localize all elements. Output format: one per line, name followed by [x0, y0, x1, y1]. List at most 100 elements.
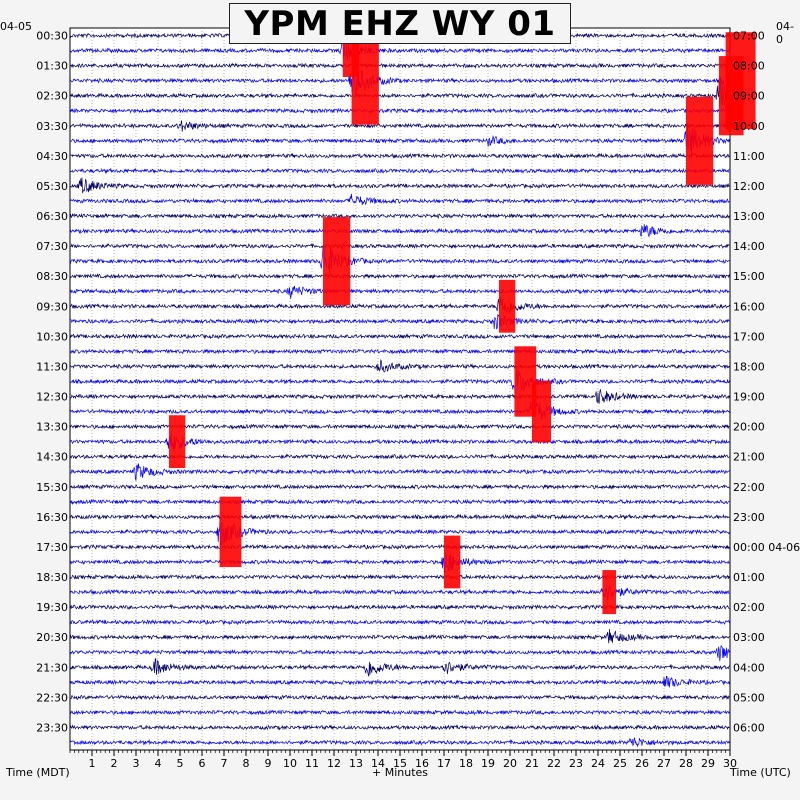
clipped-event [719, 56, 744, 136]
clipped-event [686, 96, 714, 185]
clipped-event [514, 346, 537, 417]
x-tick-label: 24 [591, 757, 605, 770]
right-time-label: 11:00 [733, 150, 765, 163]
trace-line [69, 483, 730, 490]
x-tick-label: 20 [503, 757, 517, 770]
left-time-label: 23:30 [36, 721, 68, 734]
x-tick-label: 1 [89, 757, 96, 770]
trace-line [69, 498, 730, 505]
trace-line [69, 273, 730, 280]
trace-line [69, 41, 730, 61]
trace-line [69, 212, 730, 220]
trace-line [69, 358, 730, 373]
right-axis-label: Time (UTC) [730, 766, 791, 779]
x-axis-label: + Minutes [372, 766, 429, 779]
x-tick-label: 13 [349, 757, 363, 770]
left-date-label: 04-05 [0, 20, 32, 33]
trace-line [69, 177, 730, 194]
right-time-label: 00:00 04-06 [733, 541, 800, 554]
left-time-label: 20:30 [36, 631, 68, 644]
trace-line [69, 513, 730, 520]
trace-line [69, 348, 730, 355]
trace-line [69, 64, 730, 101]
right-time-label: 01:00 [733, 571, 765, 584]
right-time-label: 15:00 [733, 270, 765, 283]
right-time-label: 10:00 [733, 120, 765, 133]
trace-line [69, 389, 730, 405]
right-time-label: 21:00 [733, 451, 765, 464]
left-time-label: 13:30 [36, 421, 68, 434]
right-time-label: 13:00 [733, 210, 765, 223]
left-time-label: 17:30 [36, 541, 68, 554]
right-time-label: 08:00 [733, 60, 765, 73]
trace-line [69, 313, 730, 330]
left-time-label: 02:30 [36, 90, 68, 103]
x-tick-label: 9 [265, 757, 272, 770]
left-time-label: 12:30 [36, 391, 68, 404]
x-tick-label: 26 [635, 757, 649, 770]
left-time-label: 06:30 [36, 210, 68, 223]
trace-line [69, 285, 730, 299]
right-time-label: 04:00 [733, 661, 765, 674]
x-tick-label: 6 [199, 757, 206, 770]
trace-line [69, 585, 730, 601]
chart-title-box: YPM EHZ WY 01 [229, 3, 571, 44]
trace-line [69, 737, 730, 748]
left-time-label: 00:30 [36, 30, 68, 43]
right-time-label: 14:00 [733, 240, 765, 253]
clipped-event [169, 415, 186, 469]
trace-line [69, 675, 730, 688]
trace-line [69, 167, 730, 175]
right-time-label: 06:00 [733, 721, 765, 734]
left-time-label: 01:30 [36, 60, 68, 73]
trace-line [70, 618, 730, 626]
clipped-event [219, 496, 242, 568]
left-time-label: 22:30 [36, 691, 68, 704]
left-time-label: 03:30 [36, 120, 68, 133]
x-tick-label: 25 [613, 757, 627, 770]
left-time-label: 04:30 [36, 150, 68, 163]
x-tick-label: 12 [327, 757, 341, 770]
right-time-label: 22:00 [733, 481, 765, 494]
right-time-label: 23:00 [733, 511, 765, 524]
trace-line [69, 573, 730, 581]
trace-line [69, 193, 730, 206]
left-time-label: 14:30 [36, 451, 68, 464]
trace-line [69, 367, 730, 396]
left-time-label: 11:30 [36, 360, 68, 373]
x-tick-label: 3 [133, 757, 140, 770]
x-tick-label: 2 [111, 757, 118, 770]
trace-line [69, 543, 730, 551]
x-tick-label: 18 [459, 757, 473, 770]
x-tick-label: 28 [679, 757, 693, 770]
right-time-label: 12:00 [733, 180, 765, 193]
left-time-label: 16:30 [36, 511, 68, 524]
clipped-event [351, 36, 379, 125]
axis-layer: 1 2 3 4 5 6 7 8 9 10 11 12 13 14 15 16 17 18 19 20 21 22 23 24 2… [36, 30, 800, 770]
clipped-event [499, 279, 516, 333]
x-tick-label: 17 [437, 757, 451, 770]
right-time-label: 09:00 [733, 90, 765, 103]
trace-line [69, 242, 730, 250]
x-tick-label: 15 [393, 757, 407, 770]
trace-line [69, 645, 730, 662]
trace-line [69, 62, 730, 69]
trace-line [69, 709, 730, 716]
left-time-label: 10:30 [36, 330, 68, 343]
x-tick-label: 11 [305, 757, 319, 770]
left-time-label: 07:30 [36, 240, 68, 253]
trace-line [69, 123, 730, 156]
left-time-label: 19:30 [36, 601, 68, 614]
trace-line [69, 629, 730, 644]
left-time-label: 15:30 [36, 481, 68, 494]
left-axis-label: Time (MDT) [6, 766, 70, 779]
left-time-label: 08:30 [36, 270, 68, 283]
x-tick-label: 19 [481, 757, 495, 770]
trace-line [69, 333, 730, 340]
trace-line [69, 694, 730, 701]
x-tick-label: 16 [415, 757, 429, 770]
trace-line [69, 517, 730, 546]
trace-line [70, 463, 730, 481]
x-tick-label: 7 [221, 757, 228, 770]
